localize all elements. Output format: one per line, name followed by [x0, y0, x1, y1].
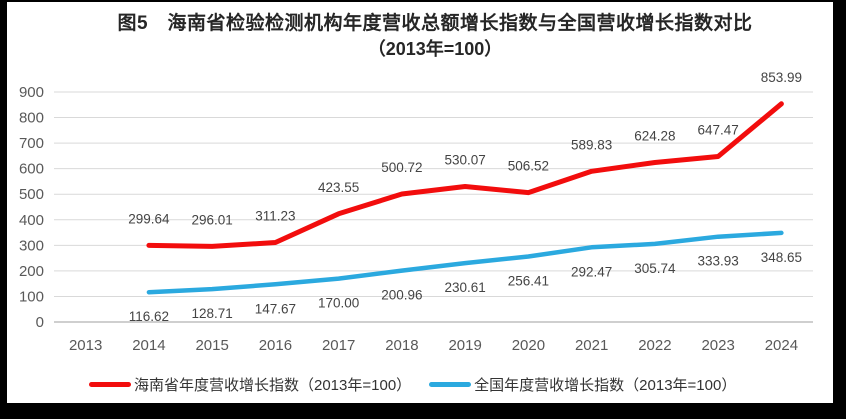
- data-label: 311.23: [255, 208, 295, 223]
- x-axis-tick-label: 2024: [765, 337, 798, 354]
- y-axis-tick-label: 800: [19, 110, 44, 127]
- y-axis-tick-label: 0: [36, 314, 44, 331]
- x-axis-tick-label: 2017: [322, 337, 355, 354]
- series-line-1: [146, 230, 784, 295]
- data-label: 589.83: [571, 137, 612, 152]
- line-chart-plot: 0 100 200 300 400 500 600 700 800 900 2013 2014 2015…: [19, 70, 813, 354]
- y-axis-tick-label: 500: [19, 186, 44, 203]
- data-label: 128.71: [191, 306, 232, 321]
- y-axis-tick-label: 700: [19, 135, 44, 152]
- data-label: 147.67: [255, 301, 296, 316]
- legend-label-hainan: 海南省年度营收增长指数（2013年=100）: [134, 377, 412, 394]
- series-line-0: [146, 101, 784, 249]
- data-label: 624.28: [634, 128, 675, 143]
- legend-label-national: 全国年度营收增长指数（2013年=100）: [474, 377, 737, 394]
- data-label: 200.96: [381, 288, 422, 303]
- x-axis-tick-label: 2021: [575, 337, 608, 354]
- data-label: 348.65: [761, 250, 802, 265]
- data-label: 500.72: [381, 160, 422, 175]
- y-axis-tick-label: 900: [19, 84, 44, 101]
- x-axis-tick-label: 2023: [701, 337, 734, 354]
- y-axis-tick-label: 300: [19, 237, 44, 254]
- chart-title: 图5 海南省检验检测机构年度营收总额增长指数与全国营收增长指数对比: [117, 13, 753, 34]
- legend-item-hainan: 海南省年度营收增长指数（2013年=100）: [89, 374, 411, 395]
- y-axis-tick-label: 100: [19, 288, 44, 305]
- y-axis-tick-label: 600: [19, 161, 44, 178]
- y-axis-tick-label: 200: [19, 263, 44, 280]
- data-label: 530.07: [444, 153, 485, 168]
- y-axis-tick-label: 400: [19, 212, 44, 229]
- national-line-swatch: [429, 382, 472, 387]
- data-label: 292.47: [571, 264, 612, 279]
- chart-subtitle: （2013年=100）: [367, 38, 503, 59]
- x-axis-tick-label: 2019: [448, 337, 481, 354]
- data-label: 116.62: [129, 309, 169, 324]
- data-label: 647.47: [697, 123, 738, 138]
- title-block: 图5 海南省检验检测机构年度营收总额增长指数与全国营收增长指数对比 （2013年…: [7, 12, 833, 60]
- data-label: 299.64: [128, 211, 170, 226]
- data-label: 506.52: [508, 159, 549, 174]
- x-axis-tick-label: 2018: [385, 337, 418, 354]
- data-label: 423.55: [318, 180, 359, 195]
- x-axis-tick-label: 2020: [512, 337, 545, 354]
- legend: 海南省年度营收增长指数（2013年=100） 全国年度营收增长指数（2013年=…: [89, 374, 736, 395]
- x-axis-tick-label: 2014: [132, 337, 165, 354]
- data-label: 170.00: [318, 296, 359, 311]
- legend-item-national: 全国年度营收增长指数（2013年=100）: [429, 374, 736, 395]
- x-axis-tick-label: 2016: [259, 337, 292, 354]
- x-axis-tick-label: 2013: [69, 337, 102, 354]
- data-label: 230.61: [444, 280, 485, 295]
- data-label: 296.01: [191, 212, 232, 227]
- data-label: 333.93: [697, 254, 738, 269]
- x-axis-tick-label: 2022: [638, 337, 671, 354]
- hainan-line-swatch: [89, 382, 131, 387]
- chart-canvas: 图5 海南省检验检测机构年度营收总额增长指数与全国营收增长指数对比 （2013年…: [7, 2, 833, 403]
- data-label: 305.74: [634, 261, 676, 276]
- x-axis-tick-label: 2015: [195, 337, 228, 354]
- data-label: 853.99: [761, 70, 802, 85]
- data-label: 256.41: [508, 273, 549, 288]
